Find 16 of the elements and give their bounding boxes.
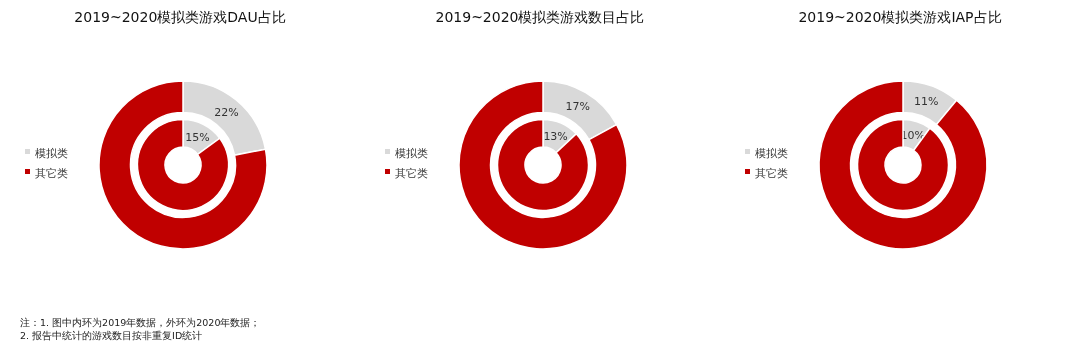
data-label: 22% xyxy=(214,106,239,120)
legend-label: 模拟类 xyxy=(395,147,428,160)
legend-label: 其它类 xyxy=(35,167,68,180)
data-label: 17% xyxy=(565,100,590,114)
data-label: 11% xyxy=(913,94,939,108)
data-label: 15% xyxy=(185,130,210,144)
chart-title: 2019~2020模拟类游戏IAP占比 xyxy=(798,9,1002,25)
legend-label: 模拟类 xyxy=(35,147,68,160)
text: 2. 报告中统计的游戏数目按非重复ID统计 xyxy=(20,330,203,341)
chart-title: 2019~2020模拟类游戏数目占比 xyxy=(435,9,645,25)
legend-label: 其它类 xyxy=(755,167,788,180)
data-label: 13% xyxy=(543,129,568,143)
text: 注：1. 图中内环为2019年数据，外环为2020年数据； xyxy=(20,317,261,328)
legend-label: 其它类 xyxy=(395,167,428,180)
legend-label: 模拟类 xyxy=(755,147,788,160)
chart-title: 2019~2020模拟类游戏DAU占比 xyxy=(74,9,286,25)
